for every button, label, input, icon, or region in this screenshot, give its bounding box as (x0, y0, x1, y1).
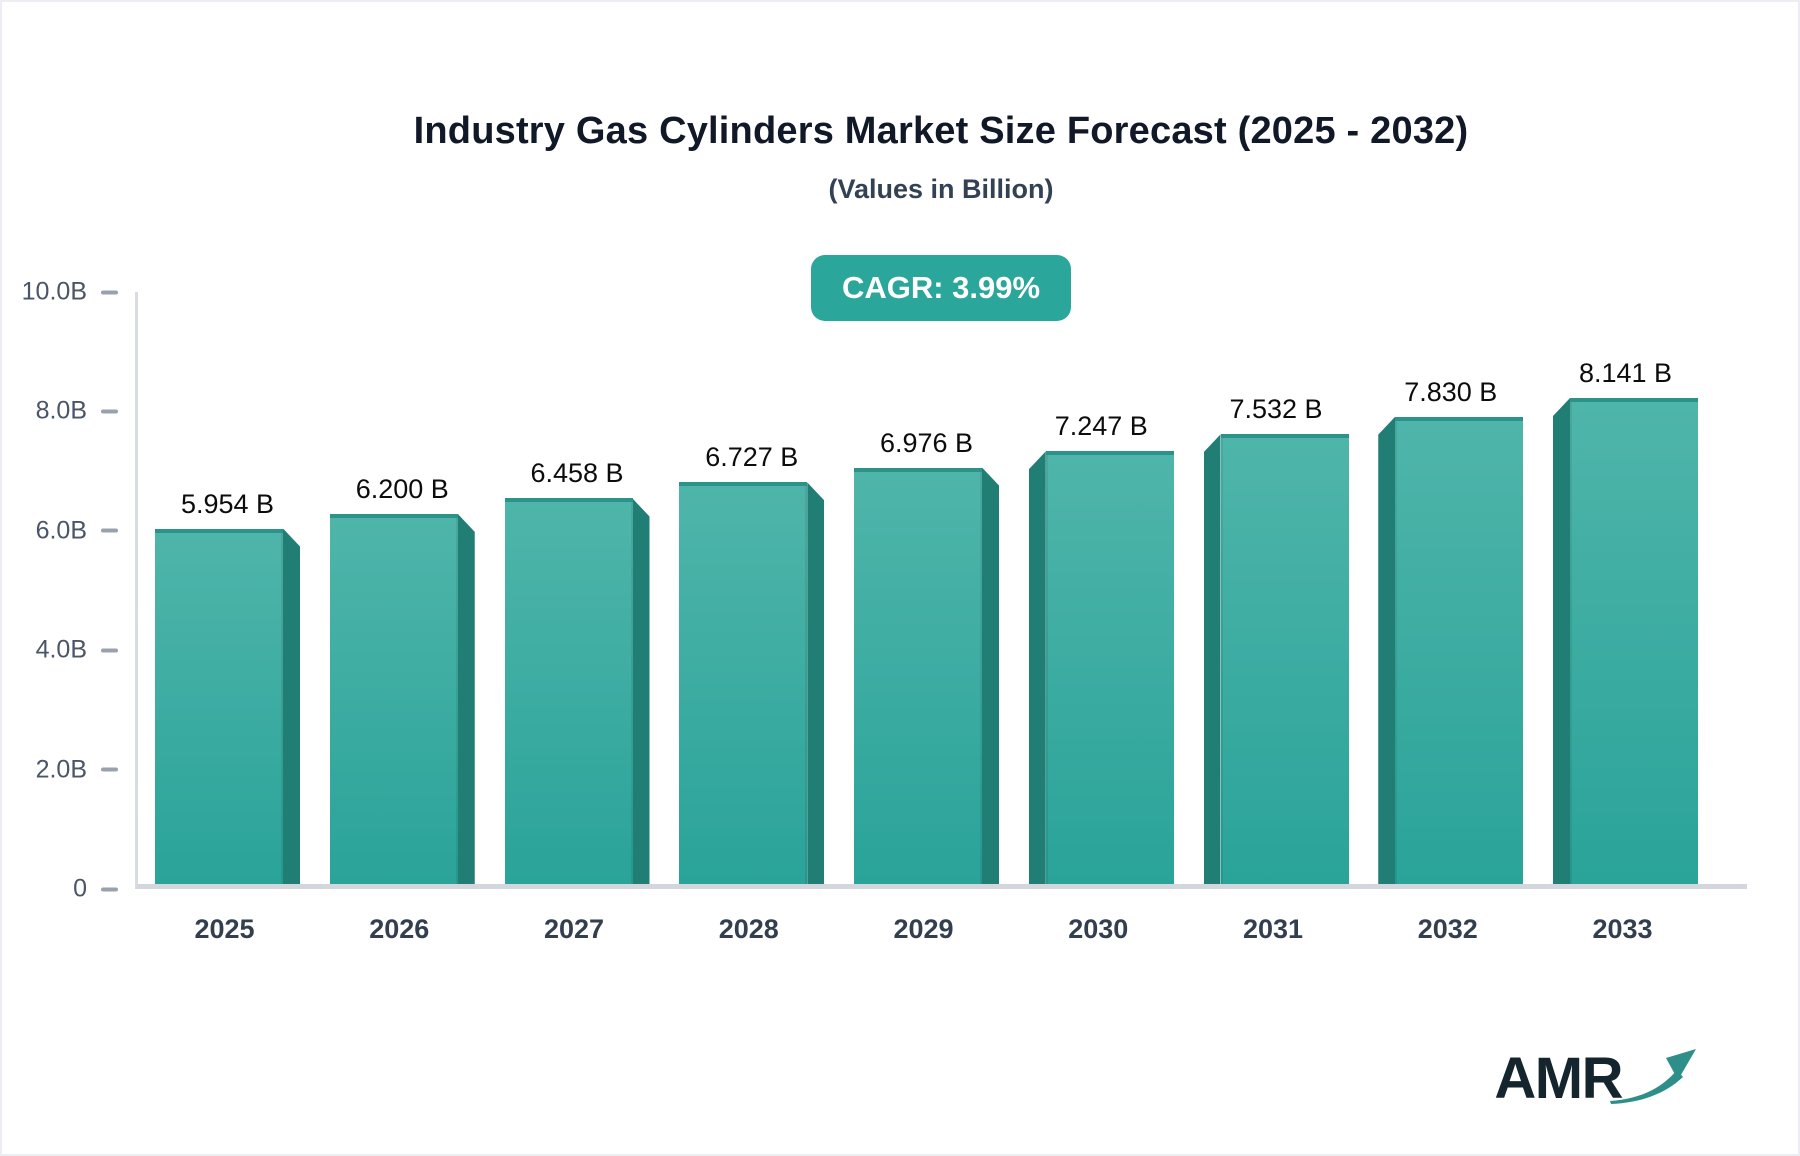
bar-2027: 6.458 B (504, 458, 650, 884)
bar-front-face (1045, 451, 1174, 884)
y-tick-dash (101, 767, 118, 772)
y-tick: 2.0B (36, 755, 118, 784)
bar-2030: 7.247 B (1028, 411, 1174, 884)
bar-2026: 6.200 B (329, 474, 475, 884)
y-tick-label: 2.0B (35, 755, 87, 784)
y-tick-dash (101, 648, 118, 653)
y-tick: 0 (73, 875, 118, 904)
bar-value-label: 8.141 B (1578, 357, 1673, 388)
chart-subtitle: (Values in Billion) (828, 174, 1054, 204)
bar-2031: 7.532 B (1203, 394, 1349, 884)
bar-3d-side (1378, 416, 1396, 884)
cagr-badge-wrap: CAGR: 3.99% (135, 255, 1747, 321)
bar-value-label: 7.532 B (1229, 394, 1323, 425)
y-tick-label: 8.0B (35, 396, 87, 425)
bar-2029: 6.976 B (854, 428, 999, 884)
y-tick-dash (101, 290, 118, 294)
y-tick: 6.0B (36, 516, 118, 545)
bar-front-face (1570, 397, 1698, 884)
x-tick-label: 2033 (1592, 914, 1653, 944)
bar-front-face (679, 482, 808, 884)
amr-logo: AMR (1494, 1046, 1700, 1111)
bar-value-label: 7.247 B (1054, 411, 1148, 442)
y-tick-dash (101, 409, 118, 414)
plot-area: 5.954 B 6.200 B 6.458 B 6.727 B 6.976 B 7.247… (135, 292, 1747, 889)
y-tick-label: 0 (73, 874, 87, 903)
y-tick-label: 6.0B (35, 516, 87, 545)
y-tick-label: 10.0B (21, 277, 87, 306)
y-tick: 10.0B (22, 278, 118, 307)
x-tick-label: 2031 (1242, 914, 1304, 944)
bar-3d-side (807, 482, 825, 884)
bar-3d-side (1553, 397, 1570, 884)
bar-3d-side (457, 513, 475, 884)
bar-front-face (1395, 416, 1524, 884)
bar-front-face (504, 498, 633, 884)
bar-value-label: 6.727 B (705, 442, 799, 473)
bar-front-face (329, 513, 458, 884)
y-tick-dash (101, 887, 118, 891)
bar-3d-side (283, 528, 300, 884)
x-tick-label: 2025 (194, 914, 255, 944)
bar-3d-side (632, 498, 650, 884)
chart-title: Industry Gas Cylinders Market Size Forec… (413, 110, 1469, 152)
bar-front-face (1220, 434, 1349, 884)
y-tick-label: 4.0B (35, 635, 87, 664)
cagr-badge: CAGR: 3.99% (810, 255, 1072, 321)
y-tick: 4.0B (36, 636, 118, 665)
x-tick-label: 2026 (369, 914, 430, 944)
x-tick-label: 2029 (893, 914, 954, 944)
x-tick-label: 2027 (543, 914, 605, 944)
bar-front-face (155, 528, 283, 884)
y-axis: 10.0B 8.0B 6.0B 4.0B 2.0B 0 (2, 278, 135, 903)
bars-container: 5.954 B 6.200 B 6.458 B 6.727 B 6.976 B 7.247… (155, 292, 1698, 884)
bar-value-label: 6.200 B (355, 473, 449, 504)
amr-logo-text: AMR (1494, 1046, 1623, 1111)
bar-3d-side (982, 467, 999, 884)
bar-value-label: 6.458 B (530, 458, 624, 489)
bar-value-label: 5.954 B (180, 488, 275, 519)
bar-2025: 5.954 B (155, 489, 300, 884)
x-tick-label: 2028 (718, 914, 779, 944)
y-tick: 8.0B (36, 397, 118, 426)
bar-3d-side (1028, 451, 1046, 884)
bar-2033: 8.141 B (1553, 358, 1698, 884)
bar-value-label: 7.830 B (1404, 376, 1498, 407)
bar-front-face (854, 467, 982, 884)
x-axis: 2025 2026 2027 2028 2029 2030 2031 2032 2033 (152, 914, 1695, 945)
x-tick-label: 2032 (1417, 914, 1478, 944)
y-tick-dash (101, 528, 118, 533)
bar-value-label: 6.976 B (879, 427, 974, 458)
x-tick-label: 2030 (1068, 914, 1129, 944)
growth-arrow-icon (1610, 1049, 1696, 1104)
bar-2032: 7.830 B (1378, 377, 1524, 884)
bar-3d-side (1203, 434, 1221, 884)
bar-2028: 6.727 B (679, 442, 825, 884)
